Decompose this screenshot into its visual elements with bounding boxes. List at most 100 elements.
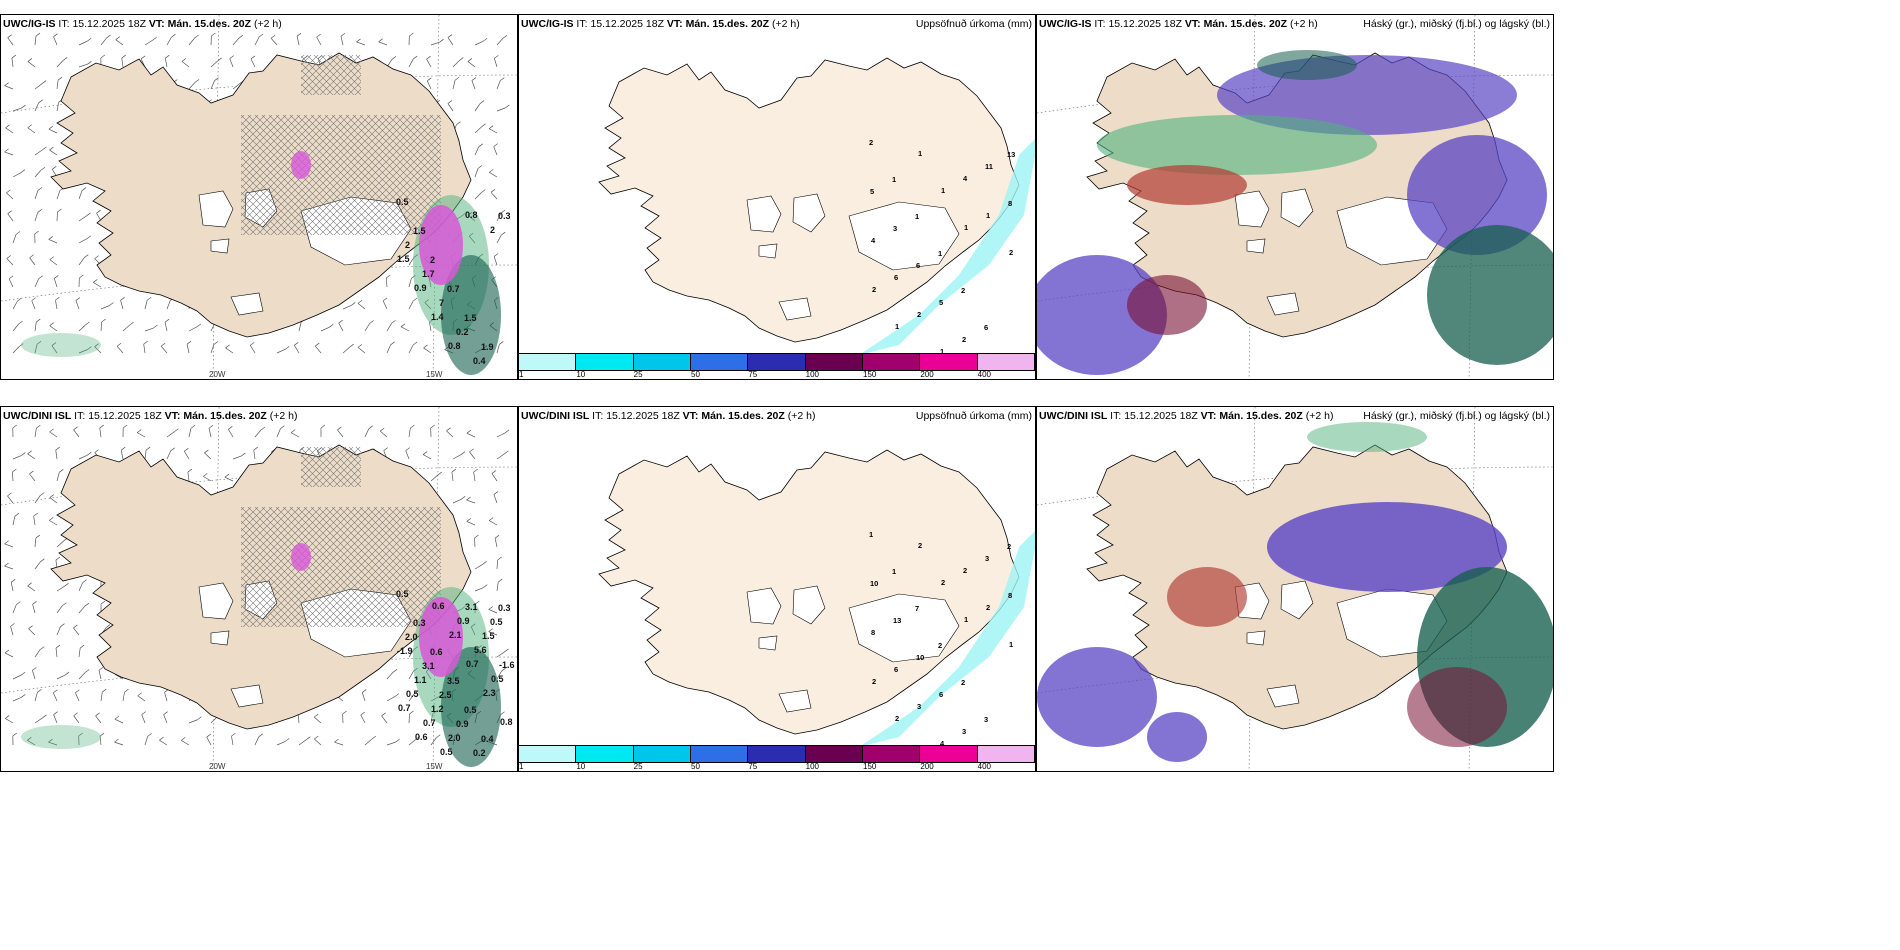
colorbar-swatch bbox=[805, 746, 863, 762]
glacier-outline bbox=[1246, 630, 1266, 646]
wind-value-label: 0.2 bbox=[473, 748, 486, 758]
precip-value-label: 11 bbox=[985, 162, 993, 171]
wind-value-label: 0.7 bbox=[466, 659, 479, 669]
wind-value-label: 0.5 bbox=[464, 705, 477, 715]
colorbar-swatch bbox=[576, 746, 634, 762]
wind-value-label: 0.5 bbox=[396, 197, 409, 207]
glacier-outline bbox=[1266, 292, 1300, 316]
wind-value-label: -1.6 bbox=[499, 660, 515, 670]
precip-value-label: 2 bbox=[961, 678, 965, 687]
wind-value-label: 2 bbox=[490, 225, 495, 235]
wind-cloud-map-top: UWC/IG-IS IT: 15.12.2025 18Z VT: Mán. 15… bbox=[0, 14, 518, 380]
colorbar-tick-label: 150 bbox=[863, 370, 877, 379]
colorbar-tick-label: 100 bbox=[805, 762, 820, 771]
wind-value-label: 0.6 bbox=[415, 732, 428, 742]
colorbar bbox=[519, 745, 1035, 763]
precip-area bbox=[291, 543, 311, 571]
precip-value-label: 2 bbox=[872, 285, 876, 294]
colorbar-swatch bbox=[690, 354, 749, 370]
precip-value-label: 1 bbox=[986, 211, 990, 220]
precip-value-label: 2 bbox=[917, 310, 921, 319]
wind-value-label: 1.2 bbox=[431, 704, 444, 714]
colorbar-labels: 1 10 25 50 75 100 150 200 400 bbox=[519, 370, 1035, 379]
wind-value-label: 2.0 bbox=[405, 632, 418, 642]
cloud-area bbox=[1267, 502, 1507, 592]
panel-header: UWC/DINI ISL IT: 15.12.2025 18Z VT: Mán.… bbox=[3, 410, 298, 422]
colorbar-tick-label: 200 bbox=[920, 762, 934, 771]
colorbar-tick-label: 50 bbox=[691, 370, 700, 379]
map-canvas: 1 1 7 2 2 3 2 10 13 10 6 3 3 8 8 6 3 4 2 2 1 2 2 2 2 1 bbox=[598, 449, 1035, 748]
precip-value-label: 1 bbox=[964, 223, 968, 232]
cloud-hatch bbox=[241, 115, 441, 235]
glacier-outline bbox=[210, 630, 230, 646]
colorbar-swatch bbox=[920, 746, 978, 762]
glacier-outline bbox=[1246, 238, 1266, 254]
precip-value-label: 10 bbox=[870, 579, 878, 588]
cloud-hatch bbox=[301, 447, 361, 487]
glacier-outline bbox=[778, 297, 812, 321]
wind-value-label: 1.5 bbox=[464, 313, 477, 323]
colorbar-swatch bbox=[862, 746, 921, 762]
cloud-area bbox=[1307, 422, 1427, 452]
colorbar-swatch bbox=[805, 354, 863, 370]
wind-value-label: 5.6 bbox=[474, 645, 487, 655]
colorbar-swatch bbox=[748, 354, 806, 370]
precip-value-label: 8 bbox=[1008, 591, 1012, 600]
glacier-outline bbox=[758, 635, 778, 651]
glacier-outline bbox=[198, 190, 234, 228]
cloud-hatch bbox=[241, 507, 441, 627]
colorbar-tick-label: 400 bbox=[977, 762, 992, 771]
colorbar-labels: 1 10 25 50 75 100 150 200 400 bbox=[519, 762, 1035, 771]
wind-value-label: 0.3 bbox=[498, 211, 511, 221]
glacier-outline bbox=[1280, 580, 1314, 620]
precip-value-label: 1 bbox=[892, 175, 896, 184]
panel-header: UWC/IG-IS IT: 15.12.2025 18Z VT: Mán. 15… bbox=[3, 18, 282, 30]
precip-value-label: 3 bbox=[962, 727, 966, 736]
panel-title: Háský (gr.), miðský (fj.bl.) og lágský (… bbox=[1363, 18, 1550, 30]
precip-value-label: 10 bbox=[916, 653, 924, 662]
map-canvas: 0.51.520.71.51.90.321.770.20.421.50.91.4… bbox=[1, 15, 517, 379]
colorbar-swatch bbox=[977, 746, 1035, 762]
precip-value-label: 1 bbox=[918, 149, 922, 158]
colorbar-tick-label: 1 bbox=[519, 370, 524, 379]
colorbar-tick-label: 25 bbox=[633, 370, 643, 379]
wind-value-label: 0.5 bbox=[440, 747, 453, 757]
wind-value-label: 0.9 bbox=[456, 719, 469, 729]
wind-value-label: 2.0 bbox=[448, 733, 461, 743]
precip-value-label: 1 bbox=[915, 212, 919, 221]
precip-value-label: 2 bbox=[1009, 248, 1013, 257]
precip-value-label: 8 bbox=[1008, 199, 1012, 208]
precip-area bbox=[419, 205, 463, 285]
precip-area bbox=[21, 725, 101, 749]
precip-value-label: 1 bbox=[940, 347, 944, 356]
precip-value-label: 1 bbox=[938, 249, 942, 258]
colorbar-tick-label: 200 bbox=[920, 370, 934, 379]
precip-area bbox=[441, 255, 501, 375]
panel-title: Uppsöfnuð úrkoma (mm) bbox=[915, 18, 1032, 30]
precip-value-label: 2 bbox=[872, 677, 876, 686]
precip-value-label: 4 bbox=[871, 236, 876, 245]
precip-value-label: 2 bbox=[918, 541, 922, 550]
colorbar-swatch bbox=[862, 354, 921, 370]
precip-value-label: 1 bbox=[895, 322, 899, 331]
glacier-outline bbox=[758, 243, 778, 259]
panel-header: UWC/DINI ISL IT: 15.12.2025 18Z VT: Mán.… bbox=[1039, 410, 1334, 422]
precip-value-label: 1 bbox=[941, 186, 945, 195]
cloud-hatch bbox=[301, 55, 361, 95]
cloud-area bbox=[1147, 712, 1207, 762]
glacier-outline bbox=[848, 593, 960, 663]
wind-value-label: 0.5 bbox=[491, 674, 504, 684]
wind-value-label: 3.1 bbox=[465, 602, 478, 612]
precip-value-label: 2 bbox=[1007, 542, 1011, 551]
precip-area bbox=[859, 139, 1035, 355]
map-canvas: 0.5 0.3 0.6 3.5 0.5 0.4 0.3 2.0 3.1 2.5 0.9 0.2 0.5 -… bbox=[1, 407, 517, 771]
wind-value-label: 0.5 bbox=[406, 689, 419, 699]
precip-value-label: 1 bbox=[964, 615, 968, 624]
cloud-area bbox=[1127, 275, 1207, 335]
glacier-outline bbox=[778, 689, 812, 713]
wind-value-label: 2.1 bbox=[449, 630, 462, 640]
cloud-area bbox=[1257, 50, 1357, 80]
colorbar-swatch bbox=[920, 354, 978, 370]
precip-value-label: 1 bbox=[869, 530, 873, 539]
